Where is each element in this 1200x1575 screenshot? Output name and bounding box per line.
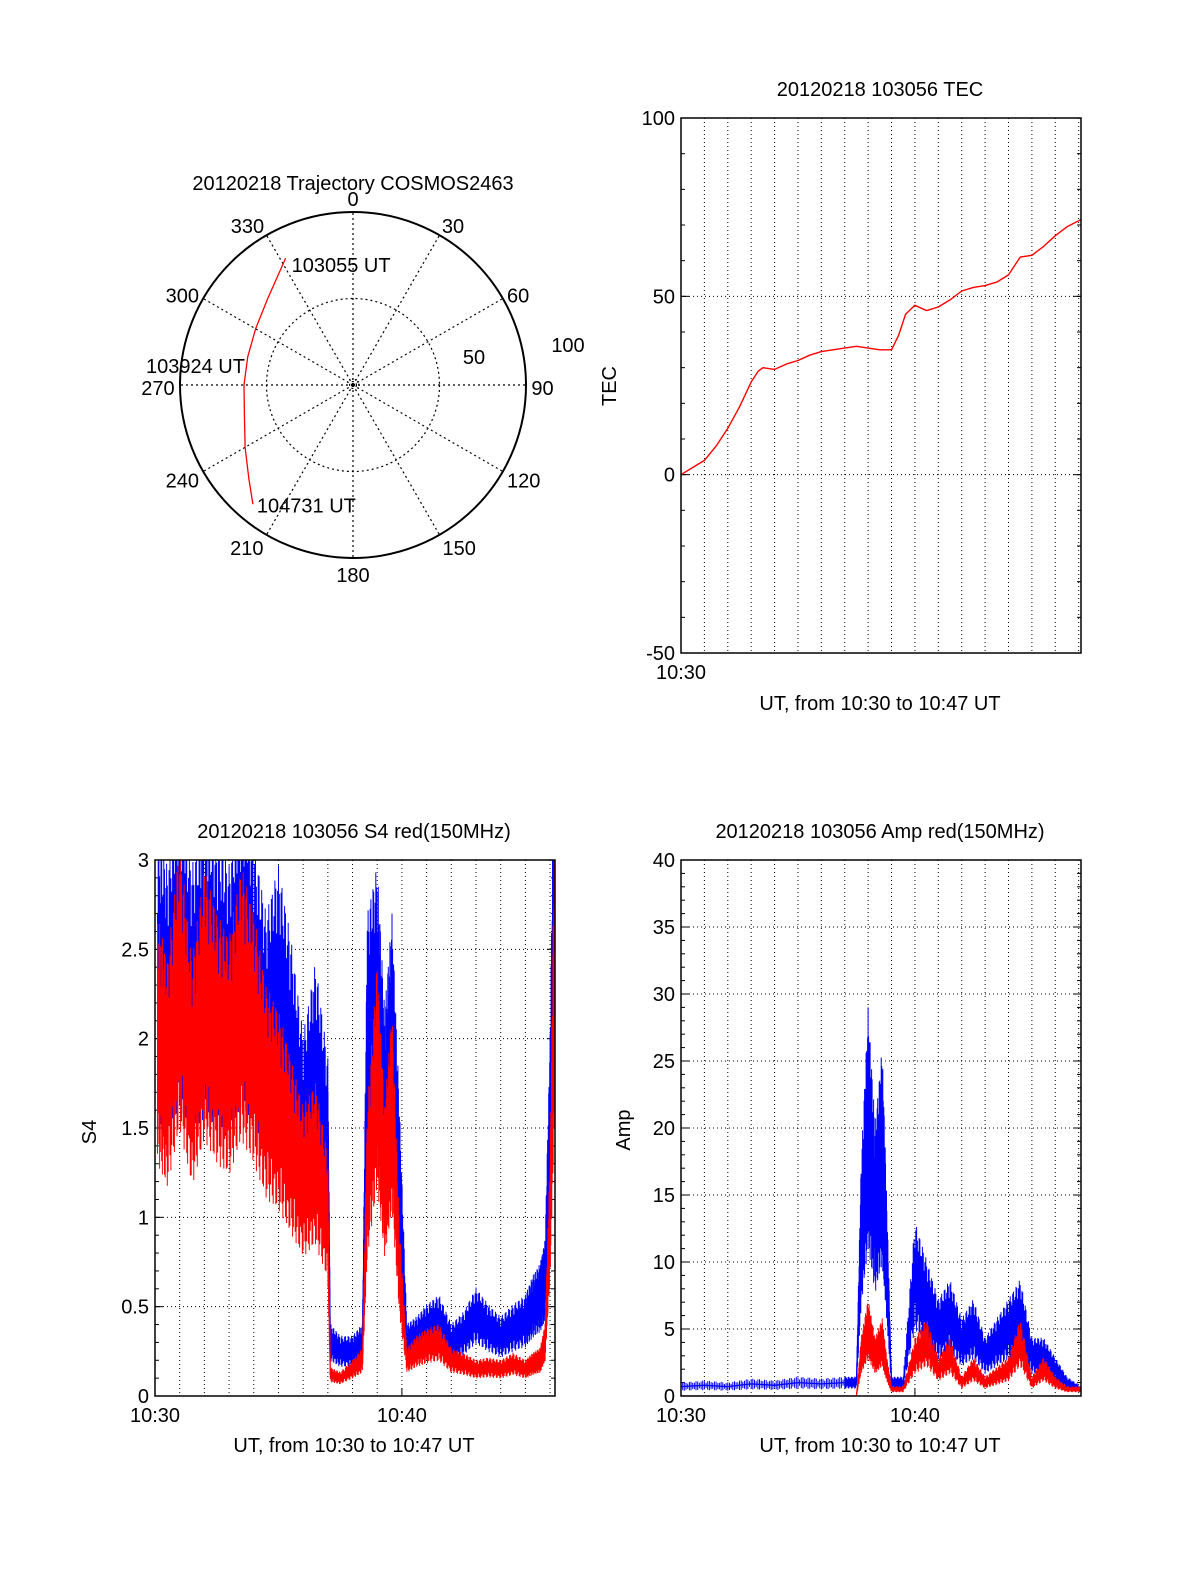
polar-ring xyxy=(346,378,360,392)
series-noise xyxy=(856,1303,1081,1395)
polar-angle-label: 60 xyxy=(507,286,529,308)
polar-spoke xyxy=(352,234,441,386)
polar-angle-label: 120 xyxy=(507,471,540,493)
series-1 xyxy=(681,1303,1081,1396)
polar-angle-label: 210 xyxy=(230,538,263,560)
trajectory-line xyxy=(243,257,287,505)
amp-plot: 20120218 103056 Amp red(150MHz) Amp UT, … xyxy=(613,821,1082,1457)
polar-radius-label: 100 xyxy=(551,335,584,357)
y-tick-label: 50 xyxy=(653,286,675,308)
trajectory-polar-plot: 20120218 Trajectory COSMOS2463 0 30 60 90 12… xyxy=(141,173,584,587)
y-tick-label: 35 xyxy=(653,917,675,939)
y-tick-label: 30 xyxy=(653,984,675,1006)
trajectory-time-label: 103924 UT xyxy=(146,356,245,378)
trajectory-time-label: 104731 UT xyxy=(257,495,356,517)
tec-ylabel: TEC xyxy=(599,366,621,406)
polar-angle-label: 30 xyxy=(442,216,464,238)
s4-xlabel: UT, from 10:30 to 10:47 UT xyxy=(233,1435,474,1457)
polar-title: 20120218 Trajectory COSMOS2463 xyxy=(192,173,513,195)
s4-title: 20120218 103056 S4 red(150MHz) xyxy=(197,821,511,843)
series-noise xyxy=(157,860,555,1385)
polar-outer-circle xyxy=(179,211,527,559)
series-0 xyxy=(681,218,1081,476)
x-tick-label: 10:30 xyxy=(656,1405,706,1427)
polar-angle-label: 240 xyxy=(166,471,199,493)
polar-angle-label: 150 xyxy=(443,538,476,560)
series-0 xyxy=(681,1007,1081,1392)
polar-angle-label: 330 xyxy=(231,216,264,238)
y-tick-label: -50 xyxy=(646,643,675,665)
amp-ylabel: Amp xyxy=(613,1109,635,1150)
x-tick-label: 10:30 xyxy=(130,1405,180,1427)
series-noise xyxy=(681,1007,1081,1392)
y-tick-label: 2.5 xyxy=(121,939,149,961)
y-tick-label: 10 xyxy=(653,1252,675,1274)
polar-labels: 0 30 60 90 120 150 180 210 240 270 300 330 50 100 xyxy=(141,189,584,587)
x-tick-label: 10:40 xyxy=(890,1405,940,1427)
x-tick-label: 10:40 xyxy=(377,1405,427,1427)
s4-plot-area: 0 0.5 1 1.5 2 2.5 3 10:30 10:40 xyxy=(121,850,556,1427)
y-tick-label: 1.5 xyxy=(121,1118,149,1140)
x-tick-label: 10:30 xyxy=(656,662,706,684)
polar-angle-label: 270 xyxy=(141,378,174,400)
y-tick-label: 25 xyxy=(653,1051,675,1073)
y-tick-label: 0 xyxy=(138,1386,149,1408)
polar-trajectory: 103055 UT 103924 UT 104731 UT xyxy=(146,255,391,517)
polar-radius-label: 50 xyxy=(463,347,485,369)
series-1 xyxy=(156,860,555,1385)
y-tick-label: 20 xyxy=(653,1118,675,1140)
polar-angle-label: 300 xyxy=(166,286,199,308)
y-tick-label: 0 xyxy=(664,1386,675,1408)
amp-xlabel: UT, from 10:30 to 10:47 UT xyxy=(759,1435,1000,1457)
tec-plot: 20120218 103056 TEC TEC UT, from 10:30 t… xyxy=(599,79,1082,715)
amp-plot-area: 0 5 10 15 20 25 30 35 40 10:30 10:40 xyxy=(653,850,1082,1427)
polar-angle-label: 180 xyxy=(336,565,369,587)
y-tick-label: 40 xyxy=(653,850,675,872)
y-tick-label: 3 xyxy=(138,850,149,872)
polar-angle-label: 90 xyxy=(531,378,553,400)
y-tick-label: 1 xyxy=(138,1207,149,1229)
plot-frame xyxy=(680,859,1082,1397)
plot-frame xyxy=(154,859,556,1397)
y-tick-label: 5 xyxy=(664,1319,675,1341)
polar-spoke xyxy=(352,297,504,386)
polar-ring xyxy=(265,297,441,473)
y-tick-label: 15 xyxy=(653,1185,675,1207)
y-tick-label: 0.5 xyxy=(121,1297,149,1319)
trajectory-time-label: 103055 UT xyxy=(292,255,391,277)
tec-plot-area: -50 0 50 100 10:30 xyxy=(642,108,1082,684)
y-tick-label: 0 xyxy=(664,465,675,487)
s4-plot: 20120218 103056 S4 red(150MHz) S4 UT, fr… xyxy=(79,821,556,1457)
tec-title: 20120218 103056 TEC xyxy=(777,79,983,101)
series-line xyxy=(681,218,1081,476)
y-tick-label: 100 xyxy=(642,108,675,130)
s4-ylabel: S4 xyxy=(79,1120,101,1144)
polar-grid xyxy=(179,211,527,559)
polar-angle-label: 0 xyxy=(347,189,358,211)
plot-frame xyxy=(680,117,1082,654)
amp-title: 20120218 103056 Amp red(150MHz) xyxy=(715,821,1044,843)
y-tick-label: 2 xyxy=(138,1029,149,1051)
tec-xlabel: UT, from 10:30 to 10:47 UT xyxy=(759,693,1000,715)
polar-ring xyxy=(348,380,358,390)
